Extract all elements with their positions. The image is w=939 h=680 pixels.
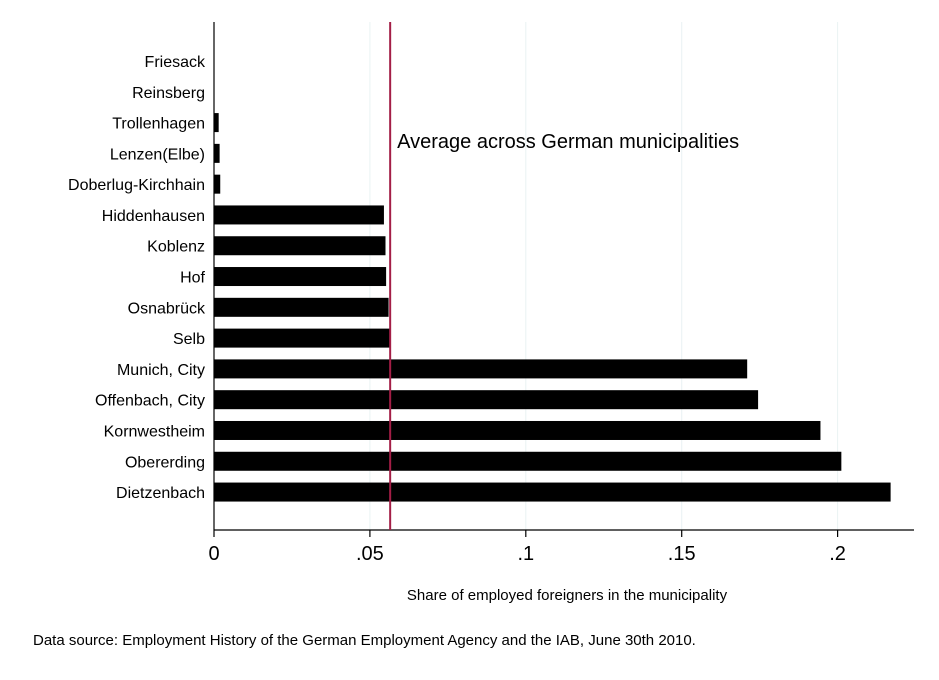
x-tick-label: .2 xyxy=(829,543,846,565)
source-note: Data source: Employment History of the G… xyxy=(33,632,696,649)
category-label: Reinsberg xyxy=(132,85,205,102)
x-tick-label: .1 xyxy=(517,543,534,565)
category-label: Obererding xyxy=(125,454,205,471)
x-tick-label: 0 xyxy=(208,543,219,565)
category-labels: Friesack Reinsberg Trollenhagen Lenzen(Elbe… xyxy=(68,54,206,502)
x-tick-label: .15 xyxy=(668,543,696,565)
bar xyxy=(214,205,384,225)
bar xyxy=(214,143,220,163)
category-label: Dietzenbach xyxy=(116,485,205,502)
category-label: Friesack xyxy=(145,54,206,71)
bar xyxy=(214,328,390,348)
bar xyxy=(214,482,891,502)
bar xyxy=(214,420,821,440)
x-axis-title: Share of employed foreigners in the muni… xyxy=(407,587,728,604)
category-label: Selb xyxy=(173,331,205,348)
axes: 0 .05 .1 .15 .2 xyxy=(208,22,914,565)
category-label: Doberlug-Kirchhain xyxy=(68,177,205,194)
category-label: Trollenhagen xyxy=(112,116,205,133)
reference-line-group: Average across German municipalities xyxy=(389,22,739,530)
bar xyxy=(214,174,221,194)
bar xyxy=(214,359,748,379)
bar xyxy=(214,297,389,317)
reference-line-label: Average across German municipalities xyxy=(397,131,739,153)
category-label: Lenzen(Elbe) xyxy=(110,146,205,163)
bar xyxy=(214,113,219,133)
x-tick-label: .05 xyxy=(356,543,384,565)
bar xyxy=(214,267,387,287)
category-label: Koblenz xyxy=(147,239,205,256)
bar xyxy=(214,236,386,256)
category-label: Offenbach, City xyxy=(95,393,205,410)
category-label: Munich, City xyxy=(117,362,205,379)
bar xyxy=(214,451,842,471)
category-label: Osnabrück xyxy=(128,300,206,317)
bars xyxy=(214,113,891,502)
category-label: Kornwestheim xyxy=(104,423,205,440)
category-label: Hiddenhausen xyxy=(102,208,205,225)
bar xyxy=(214,390,759,410)
category-label: Hof xyxy=(180,270,205,287)
